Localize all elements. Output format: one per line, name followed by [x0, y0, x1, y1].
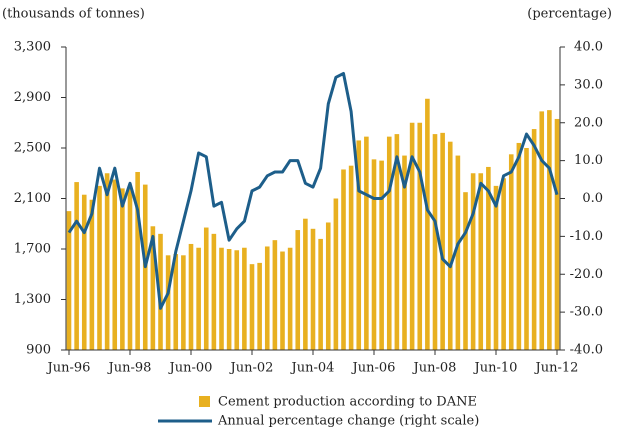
bar	[310, 228, 316, 350]
y2-tick-label: 40.0	[574, 40, 603, 55]
bar	[280, 251, 285, 350]
bar	[463, 192, 468, 350]
bar	[554, 118, 560, 351]
x-tick-label: Jun-02	[229, 361, 274, 376]
bar	[127, 188, 133, 350]
bar	[341, 169, 346, 350]
bar	[432, 134, 438, 350]
bar	[303, 218, 308, 350]
legend-label: Cement production according to DANE	[218, 395, 477, 410]
bar	[81, 194, 87, 350]
x-tick-label: Jun-06	[351, 361, 396, 376]
y-axis-title: (thousands of tonnes)	[2, 7, 145, 22]
x-tick-label: Jun-10	[473, 361, 518, 376]
x-tick-label: Jun-00	[168, 361, 213, 376]
bar	[470, 173, 476, 350]
bar	[417, 122, 423, 350]
bar	[455, 155, 461, 350]
bar	[74, 182, 79, 350]
bar	[394, 134, 400, 350]
bar	[219, 247, 224, 350]
bar	[196, 247, 201, 350]
bar	[516, 142, 522, 350]
bar	[371, 159, 377, 350]
bar	[531, 129, 537, 350]
bar	[524, 148, 529, 350]
bar	[325, 222, 331, 350]
bar	[234, 250, 240, 350]
y-tick-label: 2,500	[14, 141, 51, 156]
bar	[333, 198, 339, 350]
line	[67, 72, 559, 310]
bar	[89, 199, 95, 350]
bar	[112, 179, 118, 350]
bar	[356, 140, 362, 350]
bar	[318, 238, 323, 350]
bar	[402, 155, 407, 350]
y-tick-label: 2,100	[14, 191, 51, 206]
bar	[440, 132, 445, 350]
bar	[348, 165, 354, 350]
y-tick-label: 2,900	[14, 90, 51, 105]
bar	[539, 111, 545, 350]
bar	[104, 173, 110, 350]
x-tick-label: Jun-12	[534, 361, 579, 376]
bar	[447, 141, 453, 350]
bar	[264, 246, 270, 350]
bar	[287, 247, 293, 350]
bar	[97, 185, 102, 350]
bar	[66, 211, 72, 350]
bar	[173, 254, 179, 350]
bar	[501, 178, 506, 350]
bar	[257, 262, 262, 350]
y-tick-label: 900	[26, 343, 51, 358]
x-tick-label: Jun-04	[290, 361, 335, 376]
y2-tick-label: 30.0	[574, 77, 603, 92]
y2-tick-label: -10.0	[570, 229, 603, 244]
y2-tick-label: 20.0	[574, 115, 603, 130]
bar	[272, 240, 278, 350]
bar	[203, 227, 209, 350]
bar	[249, 264, 255, 350]
y-tick-label: 1,300	[14, 292, 51, 307]
bar	[386, 136, 392, 350]
bar	[409, 122, 415, 350]
bar	[181, 255, 186, 350]
y-tick-label: 1,700	[14, 242, 51, 257]
legend-label: Annual percentage change (right scale)	[217, 414, 479, 429]
bar	[135, 171, 140, 350]
bar	[242, 247, 247, 350]
legend-swatch	[199, 396, 210, 407]
bar	[478, 173, 484, 350]
bar	[508, 154, 514, 350]
bar	[158, 233, 163, 350]
y2-tick-label: -20.0	[570, 267, 603, 282]
bar	[493, 185, 499, 350]
bar	[295, 230, 301, 350]
y2-axis-title: (percentage)	[527, 7, 612, 22]
bar	[486, 166, 491, 350]
x-tick-label: Jun-98	[107, 361, 152, 376]
bar	[379, 160, 384, 350]
y2-tick-label: 0.0	[582, 191, 603, 206]
y2-tick-label: 10.0	[574, 153, 603, 168]
bar	[165, 255, 171, 350]
bar	[226, 249, 232, 350]
bar	[188, 243, 194, 350]
bar	[150, 226, 156, 350]
y2-tick-label: -40.0	[570, 343, 603, 358]
y2-tick-label: -30.0	[570, 305, 603, 320]
x-tick-label: Jun-96	[46, 361, 91, 376]
bar	[425, 98, 430, 350]
bar	[120, 188, 125, 350]
y-tick-label: 3,300	[14, 40, 51, 55]
x-tick-label: Jun-08	[412, 361, 457, 376]
bar	[364, 136, 369, 350]
bar	[211, 233, 217, 350]
bar	[547, 110, 552, 350]
